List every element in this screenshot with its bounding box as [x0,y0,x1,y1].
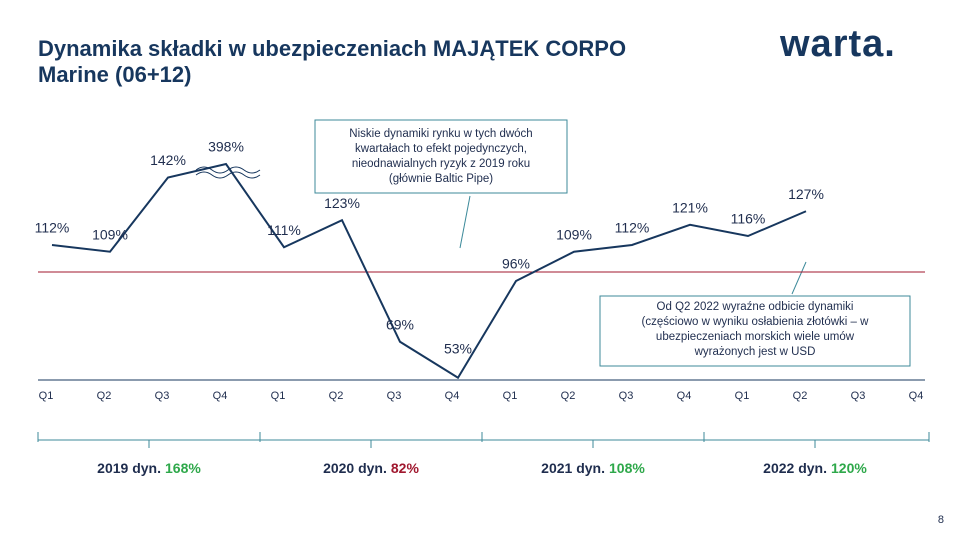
annotation-text: Od Q2 2022 wyraźne odbicie dynamiki [657,301,854,313]
x-tick-label: Q2 [329,390,344,402]
x-tick-label: Q4 [909,390,924,402]
x-tick-label: Q1 [735,390,750,402]
page-number: 8 [938,514,944,526]
data-label: 96% [502,256,530,272]
data-label: 123% [324,195,360,211]
x-tick-label: Q3 [619,390,634,402]
group-name: 2019 dyn. [97,460,161,476]
title: Marine (06+12) [38,62,191,87]
group-name: 2021 dyn. [541,460,605,476]
annotation-text: nieodnawialnych ryzyk z 2019 roku [352,158,530,170]
title: Dynamika składki w ubezpieczeniach MAJĄT… [38,36,626,61]
group-name: 2020 dyn. [323,460,387,476]
data-label: 109% [556,226,592,242]
connector [791,261,807,295]
annotation-box [599,295,911,367]
group-value: 108% [609,460,645,476]
data-label: 121% [672,199,708,215]
data-label: 111% [267,222,301,238]
x-tick-label: Q1 [503,390,518,402]
annotation-text: (częściowo w wyniku osłabienia złotówki … [642,316,870,328]
data-label: 127% [788,186,824,202]
x-tick-label: Q2 [97,390,112,402]
x-tick-label: Q4 [677,390,692,402]
group-name: 2022 dyn. [763,460,827,476]
data-label: 109% [92,226,128,242]
data-label: 398% [208,139,244,155]
x-tick-label: Q3 [155,390,170,402]
axis-break [195,166,261,174]
group-label: 2022 dyn. 120% [763,460,867,476]
data-label: 53% [444,340,472,356]
group-label: 2019 dyn. 168% [97,460,201,476]
data-label: 142% [150,152,186,168]
group-value: 120% [831,460,867,476]
group-label: 2021 dyn. 108% [541,460,645,476]
annotation-text: Niskie dynamiki rynku w tych dwóch [349,128,532,140]
line [51,162,807,380]
x-tick-label: Q4 [445,390,460,402]
data-label: 69% [386,316,414,332]
group-value: 82% [391,460,420,476]
annotation-text: wyrażonych jest w USD [694,346,816,358]
data-label: 112% [35,220,70,236]
x-tick-label: Q1 [39,390,54,402]
x-tick-label: Q2 [561,390,576,402]
x-tick-label: Q3 [851,390,866,402]
x-tick-label: Q4 [213,390,228,402]
data-label: 112% [615,220,650,236]
x-tick-label: Q2 [793,390,808,402]
annotation-box [314,119,568,194]
annotation-text: (głównie Baltic Pipe) [389,173,493,185]
group-label: 2020 dyn. 82% [323,460,419,476]
connector [459,195,471,249]
x-tick-label: Q1 [271,390,286,402]
axis-break [195,171,261,179]
annotation-text: kwartałach to efekt pojedynczych, [355,143,527,155]
annotation-text: ubezpieczeniach morskich wiele umów [656,331,855,343]
group-value: 168% [165,460,201,476]
data-label: 116% [731,211,766,227]
x-tick-label: Q3 [387,390,402,402]
logo: warta. [779,23,896,65]
